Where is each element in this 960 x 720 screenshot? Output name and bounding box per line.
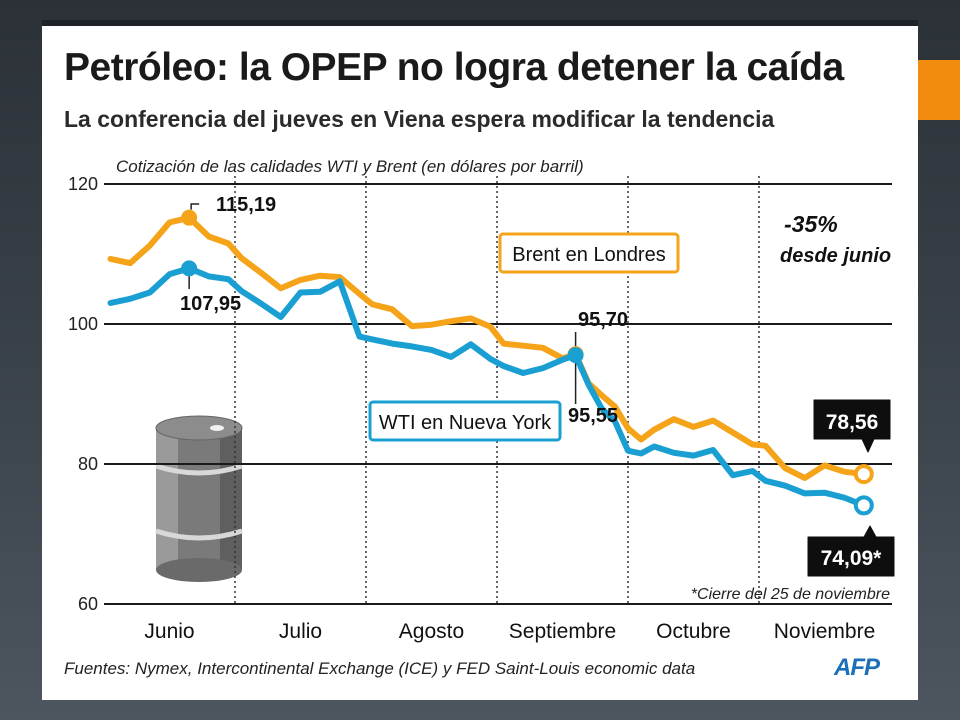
legend-brent-label: Brent en Londres — [512, 244, 665, 266]
y-tick-label: 80 — [78, 454, 98, 474]
accent-tab — [918, 60, 960, 120]
legend-brent-box — [498, 232, 680, 274]
x-tick-label: Septiembre — [509, 620, 616, 643]
leader-line — [190, 203, 200, 210]
x-tick-label: Junio — [144, 620, 194, 643]
legend-wti-label: WTI en Nueva York — [379, 412, 552, 434]
callout-brent-value: 78,56 — [826, 411, 879, 434]
y-tick-label: 60 — [78, 594, 98, 614]
series-line — [107, 265, 867, 509]
infographic-panel: Petróleo: la OPEP no logra detener la ca… — [42, 26, 918, 700]
chart-title: Petróleo: la OPEP no logra detener la ca… — [64, 46, 844, 89]
annotation-label: 95,55 — [568, 405, 618, 427]
annotation-label: 107,95 — [180, 293, 241, 315]
series-line — [107, 214, 867, 481]
data-point — [181, 209, 198, 226]
y-axis-caption: Cotización de las calidades WTI y Brent … — [116, 157, 584, 176]
change-text: desde junio — [780, 245, 891, 267]
footnote: *Cierre del 25 de noviembre — [691, 586, 890, 603]
callout-brent-box — [813, 399, 891, 453]
y-tick-label: 100 — [68, 314, 98, 334]
chart-subtitle: La conferencia del jueves en Viena esper… — [64, 106, 775, 132]
top-bar — [42, 20, 918, 26]
oil-barrel-icon — [155, 415, 243, 582]
change-percent: -35% — [784, 211, 838, 237]
data-point — [853, 495, 874, 516]
afp-logo: AFP — [834, 654, 880, 681]
callout-wti-value: 74,09* — [821, 547, 883, 570]
data-point — [853, 464, 874, 485]
data-point — [567, 347, 584, 364]
x-tick-label: Noviembre — [774, 620, 876, 643]
callout-wti-box — [807, 525, 895, 577]
x-tick-label: Agosto — [399, 620, 464, 643]
y-tick-label: 120 — [68, 174, 98, 194]
x-tick-label: Julio — [279, 620, 322, 643]
source-note: Fuentes: Nymex, Intercontinental Exchang… — [64, 659, 696, 678]
annotation-label: 115,19 — [216, 194, 276, 216]
data-point — [181, 260, 198, 277]
price-chart: 60 80 100 120 Junio Julio Agosto Septiembre Octu… — [68, 174, 895, 643]
annotation-label: 95,70 — [578, 309, 628, 331]
x-tick-label: Octubre — [656, 620, 731, 643]
legend-wti-box — [368, 400, 562, 442]
